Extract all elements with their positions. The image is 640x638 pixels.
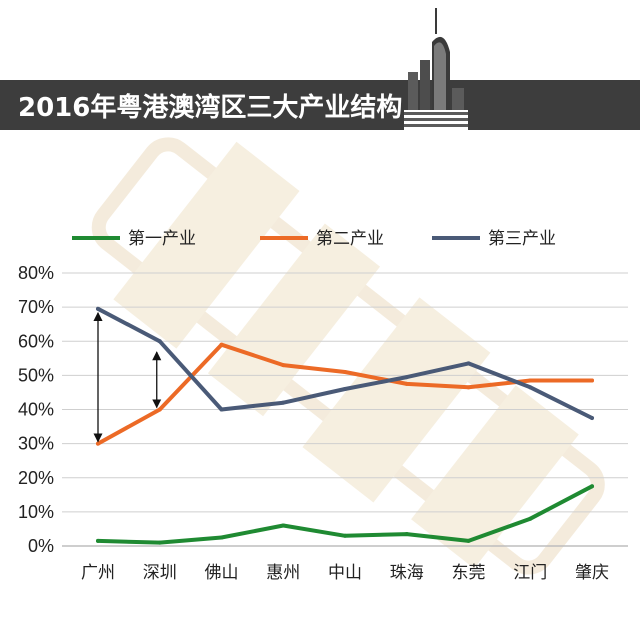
annotations bbox=[93, 311, 162, 443]
y-tick-label: 30% bbox=[18, 434, 54, 454]
data-point bbox=[219, 407, 224, 412]
data-point bbox=[466, 361, 471, 366]
data-point bbox=[590, 416, 594, 421]
legend-label: 第二产业 bbox=[316, 229, 384, 249]
legend-item-secondary: 第二产业 bbox=[260, 229, 384, 249]
y-tick-label: 20% bbox=[18, 468, 54, 488]
data-point bbox=[590, 484, 594, 489]
data-point bbox=[96, 306, 100, 311]
legend-item-primary: 第一产业 bbox=[72, 229, 196, 249]
watermark-block bbox=[113, 141, 300, 349]
data-point bbox=[343, 369, 347, 374]
data-point bbox=[466, 385, 471, 390]
data-point bbox=[343, 387, 347, 392]
skyscraper-icon bbox=[404, 8, 468, 130]
x-axis: 广州 深圳 佛山 惠州 中山 珠海 东莞 江门 肇庆 bbox=[81, 563, 609, 583]
watermark bbox=[91, 137, 605, 575]
y-tick-label: 0% bbox=[28, 536, 54, 556]
data-point bbox=[528, 385, 533, 390]
y-tick-label: 50% bbox=[18, 365, 54, 385]
data-point bbox=[219, 535, 224, 540]
data-point bbox=[343, 533, 347, 538]
watermark-block bbox=[207, 223, 381, 417]
y-tick-label: 60% bbox=[18, 331, 54, 351]
x-tick-label: 佛山 bbox=[205, 563, 239, 583]
x-tick-label: 肇庆 bbox=[575, 563, 609, 583]
x-tick-label: 东莞 bbox=[452, 563, 486, 583]
watermark-block bbox=[411, 385, 579, 569]
data-point bbox=[157, 540, 162, 545]
legend: 第一产业 第二产业 第三产业 bbox=[72, 229, 556, 249]
y-tick-label: 80% bbox=[18, 263, 54, 283]
x-tick-label: 珠海 bbox=[390, 563, 424, 583]
data-point bbox=[281, 400, 286, 405]
plot-area bbox=[96, 306, 594, 545]
legend-item-tertiary: 第三产业 bbox=[432, 229, 556, 249]
data-point bbox=[404, 532, 409, 537]
y-tick-label: 70% bbox=[18, 297, 54, 317]
data-point bbox=[281, 523, 286, 528]
watermark-block bbox=[302, 297, 491, 503]
title-banner bbox=[0, 80, 640, 130]
y-axis: 0% 10% 20% 30% 40% 50% 60% 70% 80% bbox=[18, 263, 54, 556]
data-point bbox=[96, 538, 100, 543]
data-point bbox=[157, 407, 162, 412]
legend-label: 第三产业 bbox=[488, 229, 556, 249]
y-tick-label: 40% bbox=[18, 400, 54, 420]
x-tick-label: 惠州 bbox=[266, 563, 300, 583]
x-tick-label: 深圳 bbox=[143, 563, 177, 583]
chart-title: 2016年粤港澳湾区三大产业结构 bbox=[18, 92, 402, 123]
legend-label: 第一产业 bbox=[128, 229, 196, 249]
watermark-band bbox=[91, 137, 605, 575]
x-tick-label: 江门 bbox=[513, 563, 547, 583]
x-tick-label: 中山 bbox=[328, 563, 362, 583]
data-point bbox=[466, 538, 471, 543]
x-tick-label: 广州 bbox=[81, 563, 115, 583]
data-point bbox=[404, 381, 409, 386]
data-point bbox=[404, 375, 409, 380]
y-tick-label: 10% bbox=[18, 502, 54, 522]
data-point bbox=[528, 378, 533, 383]
data-point bbox=[281, 363, 286, 368]
data-point bbox=[157, 339, 162, 344]
data-point bbox=[590, 378, 594, 383]
data-point bbox=[528, 516, 533, 521]
data-point bbox=[219, 342, 224, 347]
data-point bbox=[96, 441, 100, 446]
